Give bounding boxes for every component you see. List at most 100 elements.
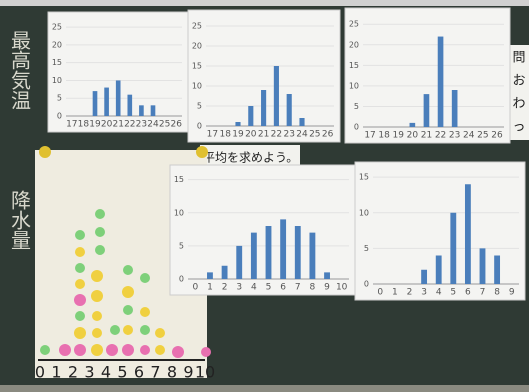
bar [424,94,430,127]
y-tick-label: 0 [354,123,359,132]
x-tick-label: 17 [207,130,218,140]
magnet [201,347,211,357]
bar [295,226,301,279]
x-tick-label: 23 [449,131,460,141]
y-tick-label: 15 [349,61,359,70]
y-tick-label: 20 [349,40,359,49]
y-tick-label: 5 [354,102,359,111]
x-tick-label: 6 [280,283,286,293]
x-tick-label: 5 [450,288,456,298]
y-tick-label: 5 [197,102,202,111]
chalk-title: 最高気温 [8,30,32,110]
side-text: 問 [512,51,525,66]
x-tick-label: 21 [421,131,432,141]
bar [436,256,442,285]
bar [480,248,486,284]
bar [287,94,292,126]
magnet [39,146,51,158]
y-tick-label: 20 [192,42,202,51]
y-tick-label: 15 [192,62,202,71]
x-tick-label: 7 [295,283,301,293]
bar [450,213,456,284]
x-tick-label: 24 [147,120,159,130]
x-tick-label: 3 [421,288,427,298]
bar [280,219,286,279]
x-tick-label: 8 [310,283,316,293]
x-tick-label: 26 [170,120,182,130]
x-tick-label: 22 [271,130,282,140]
x-tick-label: 0 [377,288,383,298]
x-tick-label: 17 [66,120,77,130]
bar [309,233,315,279]
y-tick-label: 10 [52,76,62,85]
bar [235,122,240,126]
x-tick-label: 5 [266,283,272,293]
chalk-title: 降水量 [8,190,32,250]
x-tick-label: 25 [309,130,320,140]
x-tick-label: 1 [207,283,213,293]
scene: 最高気温 降水量 平均を求めよう。 問おわっ012345678910051015… [0,0,529,392]
bar [324,272,330,279]
y-tick-label: 0 [179,275,184,284]
x-tick-label: 25 [159,120,170,130]
task-text: 平均を求めよう。 [203,151,298,165]
side-text: っ [512,120,525,135]
x-tick-label: 24 [463,131,475,141]
x-tick-label: 1 [392,288,398,298]
x-tick-label: 20 [245,130,257,140]
bar [299,118,304,126]
y-tick-label: 10 [174,208,184,217]
y-tick-label: 0 [197,122,202,131]
y-tick-label: 25 [52,23,62,32]
x-tick-label: 20 [407,131,419,141]
number-line-label: 2 [68,363,78,382]
x-tick-label: 9 [509,288,515,298]
x-tick-label: 8 [494,288,500,298]
side-text: お [512,74,525,89]
number-line-label: 0 [35,363,45,382]
chalk-tray [0,385,529,392]
bar [236,246,242,279]
x-tick-label: 18 [378,131,390,141]
bar [207,272,213,279]
x-tick-label: 0 [192,283,198,293]
y-tick-label: 15 [174,175,184,184]
number-line-label: 10 [195,363,215,382]
x-tick-label: 26 [491,131,503,141]
number-line-label: 1 [51,363,61,382]
bar [438,37,444,127]
x-tick-label: 6 [465,288,471,298]
y-tick-label: 5 [57,94,62,103]
number-line-label: 6 [134,363,144,382]
number-line-label: 5 [117,363,127,382]
y-tick-label: 0 [364,280,369,289]
bar [127,95,132,116]
y-tick-label: 5 [179,241,184,250]
wall [0,0,529,6]
x-tick-label: 21 [112,120,123,130]
bar [274,66,279,126]
number-line-label: 9 [183,363,193,382]
x-tick-label: 21 [258,130,269,140]
bar [494,256,500,285]
x-tick-label: 26 [322,130,334,140]
number-line-label: 8 [167,363,177,382]
bar [151,105,156,116]
x-tick-label: 18 [219,130,231,140]
x-tick-label: 4 [251,283,257,293]
x-tick-label: 19 [393,131,405,141]
x-tick-label: 17 [364,131,375,141]
bar [452,90,458,127]
x-tick-label: 9 [324,283,330,293]
x-tick-label: 22 [435,131,446,141]
x-tick-label: 23 [136,120,147,130]
bar [139,105,144,116]
number-line-label: 3 [84,363,94,382]
x-tick-label: 4 [436,288,442,298]
x-tick-label: 7 [480,288,486,298]
y-tick-label: 10 [192,82,202,91]
bar [104,88,109,116]
bar [266,226,272,279]
number-line-label: 7 [150,363,160,382]
y-tick-label: 10 [349,81,359,90]
